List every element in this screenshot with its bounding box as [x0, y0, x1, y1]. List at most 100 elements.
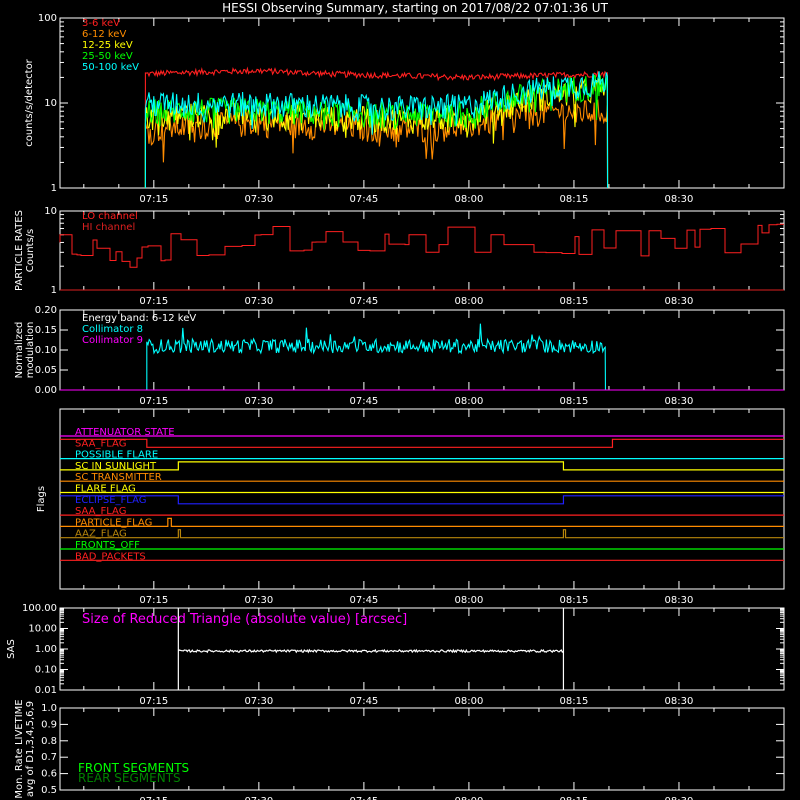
- x-tick-label: 08:00: [454, 696, 483, 707]
- x-tick-label: 08:00: [454, 194, 483, 205]
- y-tick-label: 100: [38, 13, 57, 24]
- flag-label: POSSIBLE FLARE: [75, 450, 158, 461]
- x-tick-label: 08:30: [665, 194, 694, 205]
- legend-entry: LO channel: [82, 211, 138, 222]
- x-tick-label: 08:15: [560, 194, 589, 205]
- x-tick-label: 07:15: [139, 396, 168, 407]
- flag-label: FLARE FLAG: [75, 484, 136, 495]
- y-tick-label: 1.00: [35, 644, 57, 655]
- y-axis-label: SAS: [6, 639, 17, 659]
- x-tick-label: 07:30: [244, 595, 273, 606]
- flag-label: SC TRANSMITTER: [75, 472, 162, 483]
- x-tick-label: 08:30: [665, 796, 694, 800]
- flag-line: [60, 461, 784, 471]
- panel-sas: 07:15 07:30 07:45 08:00 08:15 08:30 0.01 0.10 1.…: [6, 603, 785, 707]
- y-tick-label: 1: [51, 183, 57, 194]
- panel-particle: 07:15 07:30 07:45 08:00 08:15 08:30 1 10 PARTICL…: [14, 206, 785, 307]
- x-tick-label: 07:15: [139, 296, 168, 307]
- x-tick-label: 07:45: [349, 696, 378, 707]
- y-axis-label: counts/s/detector: [24, 58, 35, 146]
- y-tick-label: 1: [51, 285, 57, 296]
- sas-annotation: Size of Reduced Triangle (absolute value…: [82, 612, 407, 627]
- y-tick-label: 10: [44, 206, 57, 217]
- x-tick-label: 07:45: [349, 796, 378, 800]
- legend-entry: REAR SEGMENTS: [78, 771, 181, 785]
- x-tick-label: 08:00: [454, 296, 483, 307]
- x-tick-label: 08:00: [454, 595, 483, 606]
- x-tick-label: 08:15: [560, 595, 589, 606]
- series-line-0: [177, 608, 565, 690]
- y-tick-label: 0.15: [35, 325, 57, 336]
- legend-entry: 25-50 keV: [82, 51, 133, 62]
- y-tick-label: 0.00: [35, 385, 57, 396]
- panel-livetime: 07:15 07:30 07:45 08:00 08:15 08:30 0.5 0.6 0.7 0…: [14, 699, 785, 800]
- x-tick-label: 08:30: [665, 696, 694, 707]
- y-axis-label: Flags: [36, 486, 47, 512]
- x-tick-label: 07:30: [244, 696, 273, 707]
- x-tick-label: 07:45: [349, 194, 378, 205]
- panel-modulation: 07:15 07:30 07:45 08:00 08:15 08:30 0.00 0.05 0.…: [14, 305, 785, 407]
- x-tick-label: 08:15: [560, 696, 589, 707]
- x-tick-label: 08:15: [560, 396, 589, 407]
- x-tick-label: 07:30: [244, 194, 273, 205]
- flag-line: [60, 529, 784, 539]
- legend-entry: 3-6 keV: [82, 18, 120, 29]
- flag-label: ATTENUATOR STATE: [75, 427, 175, 438]
- flag-label: BAD_PACKETS: [75, 551, 146, 562]
- y-axis-label: PARTICLE RATESCounts/s: [14, 210, 36, 291]
- x-tick-label: 08:30: [665, 595, 694, 606]
- x-tick-label: 08:30: [665, 396, 694, 407]
- y-tick-label: 0.10: [35, 345, 57, 356]
- legend-entry: Collimator 8: [82, 324, 143, 335]
- x-tick-label: 08:30: [665, 296, 694, 307]
- x-tick-label: 07:45: [349, 595, 378, 606]
- x-tick-label: 07:30: [244, 396, 273, 407]
- panel-frame: [59, 210, 785, 291]
- panel-frame: [59, 408, 785, 590]
- flag-line: [60, 495, 784, 505]
- legend-entry: 6-12 keV: [82, 29, 126, 40]
- series-line-0: [59, 223, 784, 268]
- energy-band-label: Energy band: 6-12 keV: [82, 313, 196, 324]
- x-tick-label: 07:15: [139, 194, 168, 205]
- flag-line: [60, 517, 784, 527]
- y-tick-label: 10: [44, 98, 57, 109]
- y-tick-label: 0.01: [35, 685, 57, 696]
- y-tick-label: 0.20: [35, 305, 57, 316]
- x-tick-label: 07:15: [139, 796, 168, 800]
- legend-entry: 12-25 keV: [82, 40, 133, 51]
- x-tick-label: 08:00: [454, 796, 483, 800]
- panel-flags: 07:15 07:30 07:45 08:00 08:15 08:30 Flags ATTEN…: [36, 408, 785, 606]
- y-axis-label: Mon. Rate LIVETIMEavg of D1,3,4,5,6,9: [14, 699, 36, 798]
- y-tick-label: 1.0: [41, 703, 57, 714]
- x-tick-label: 07:45: [349, 296, 378, 307]
- x-tick-label: 07:45: [349, 396, 378, 407]
- figure-title: HESSI Observing Summary, starting on 201…: [222, 1, 608, 15]
- flag-label: SAA_FLAG: [75, 506, 126, 517]
- legend-entry: Collimator 9: [82, 335, 143, 346]
- y-tick-label: 0.05: [35, 365, 57, 376]
- series-line-0: [144, 66, 609, 189]
- legend-entry: HI channel: [82, 222, 135, 233]
- y-tick-label: 0.8: [41, 736, 57, 747]
- panel-counts: 07:15 07:30 07:45 08:00 08:15 08:30 1 10 100 coun…: [24, 13, 785, 205]
- y-axis-label: Normalizedmodulation: [14, 322, 36, 379]
- flag-line: [60, 438, 784, 448]
- series-line-3: [144, 74, 609, 189]
- x-tick-label: 07:15: [139, 595, 168, 606]
- x-tick-label: 08:15: [560, 796, 589, 800]
- flag-label: AAZ_FLAG: [75, 529, 127, 540]
- y-tick-label: 10.00: [28, 624, 57, 635]
- y-tick-label: 0.7: [41, 752, 57, 763]
- flag-label: FRONTS_OFF: [75, 540, 140, 551]
- panel-frame: [59, 707, 785, 791]
- flag-label: ECLIPSE_FLAG: [75, 495, 146, 506]
- y-tick-label: 0.10: [35, 665, 57, 676]
- flag-label: SC IN SUNLIGHT: [75, 461, 157, 472]
- legend-entry: 50-100 keV: [82, 62, 139, 73]
- series-line-0: [146, 323, 607, 391]
- y-tick-label: 100.00: [22, 603, 57, 614]
- flag-label: SAA_FLAG: [75, 438, 126, 449]
- legend-entry: FRONT SEGMENTS: [78, 761, 189, 775]
